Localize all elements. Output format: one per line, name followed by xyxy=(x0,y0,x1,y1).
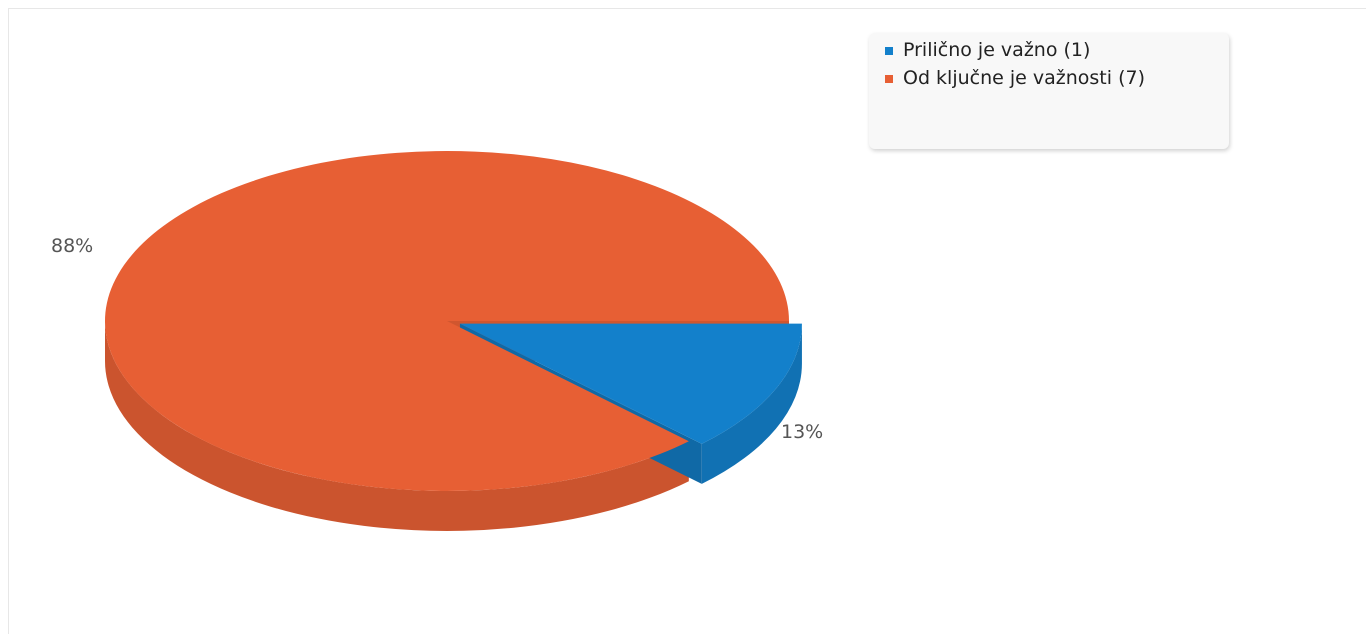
legend-item[interactable]: Od ključne je važnosti (7) xyxy=(885,69,1219,88)
legend-item[interactable]: Prilično je važno (1) xyxy=(885,41,1219,60)
pie-slice[interactable] xyxy=(105,150,789,492)
legend-label: Od ključne je važnosti (7) xyxy=(903,67,1145,89)
chart-legend: Prilično je važno (1) Od ključne je važn… xyxy=(869,33,1229,149)
data-label-pricno-vazno: 13% xyxy=(781,421,824,443)
legend-swatch-icon xyxy=(885,47,893,55)
legend-swatch-icon xyxy=(885,75,893,83)
pie-chart xyxy=(105,150,802,531)
pie-slice[interactable] xyxy=(459,323,802,444)
pie-slice-wall xyxy=(105,321,689,531)
legend-label: Prilično je važno (1) xyxy=(903,39,1091,61)
chart-panel: 13% 88% Prilično je važno (1) Od ključne… xyxy=(8,8,1366,634)
pie-slice-wall xyxy=(701,323,802,484)
data-label-od-kljucne-vaznosti: 88% xyxy=(51,235,94,257)
